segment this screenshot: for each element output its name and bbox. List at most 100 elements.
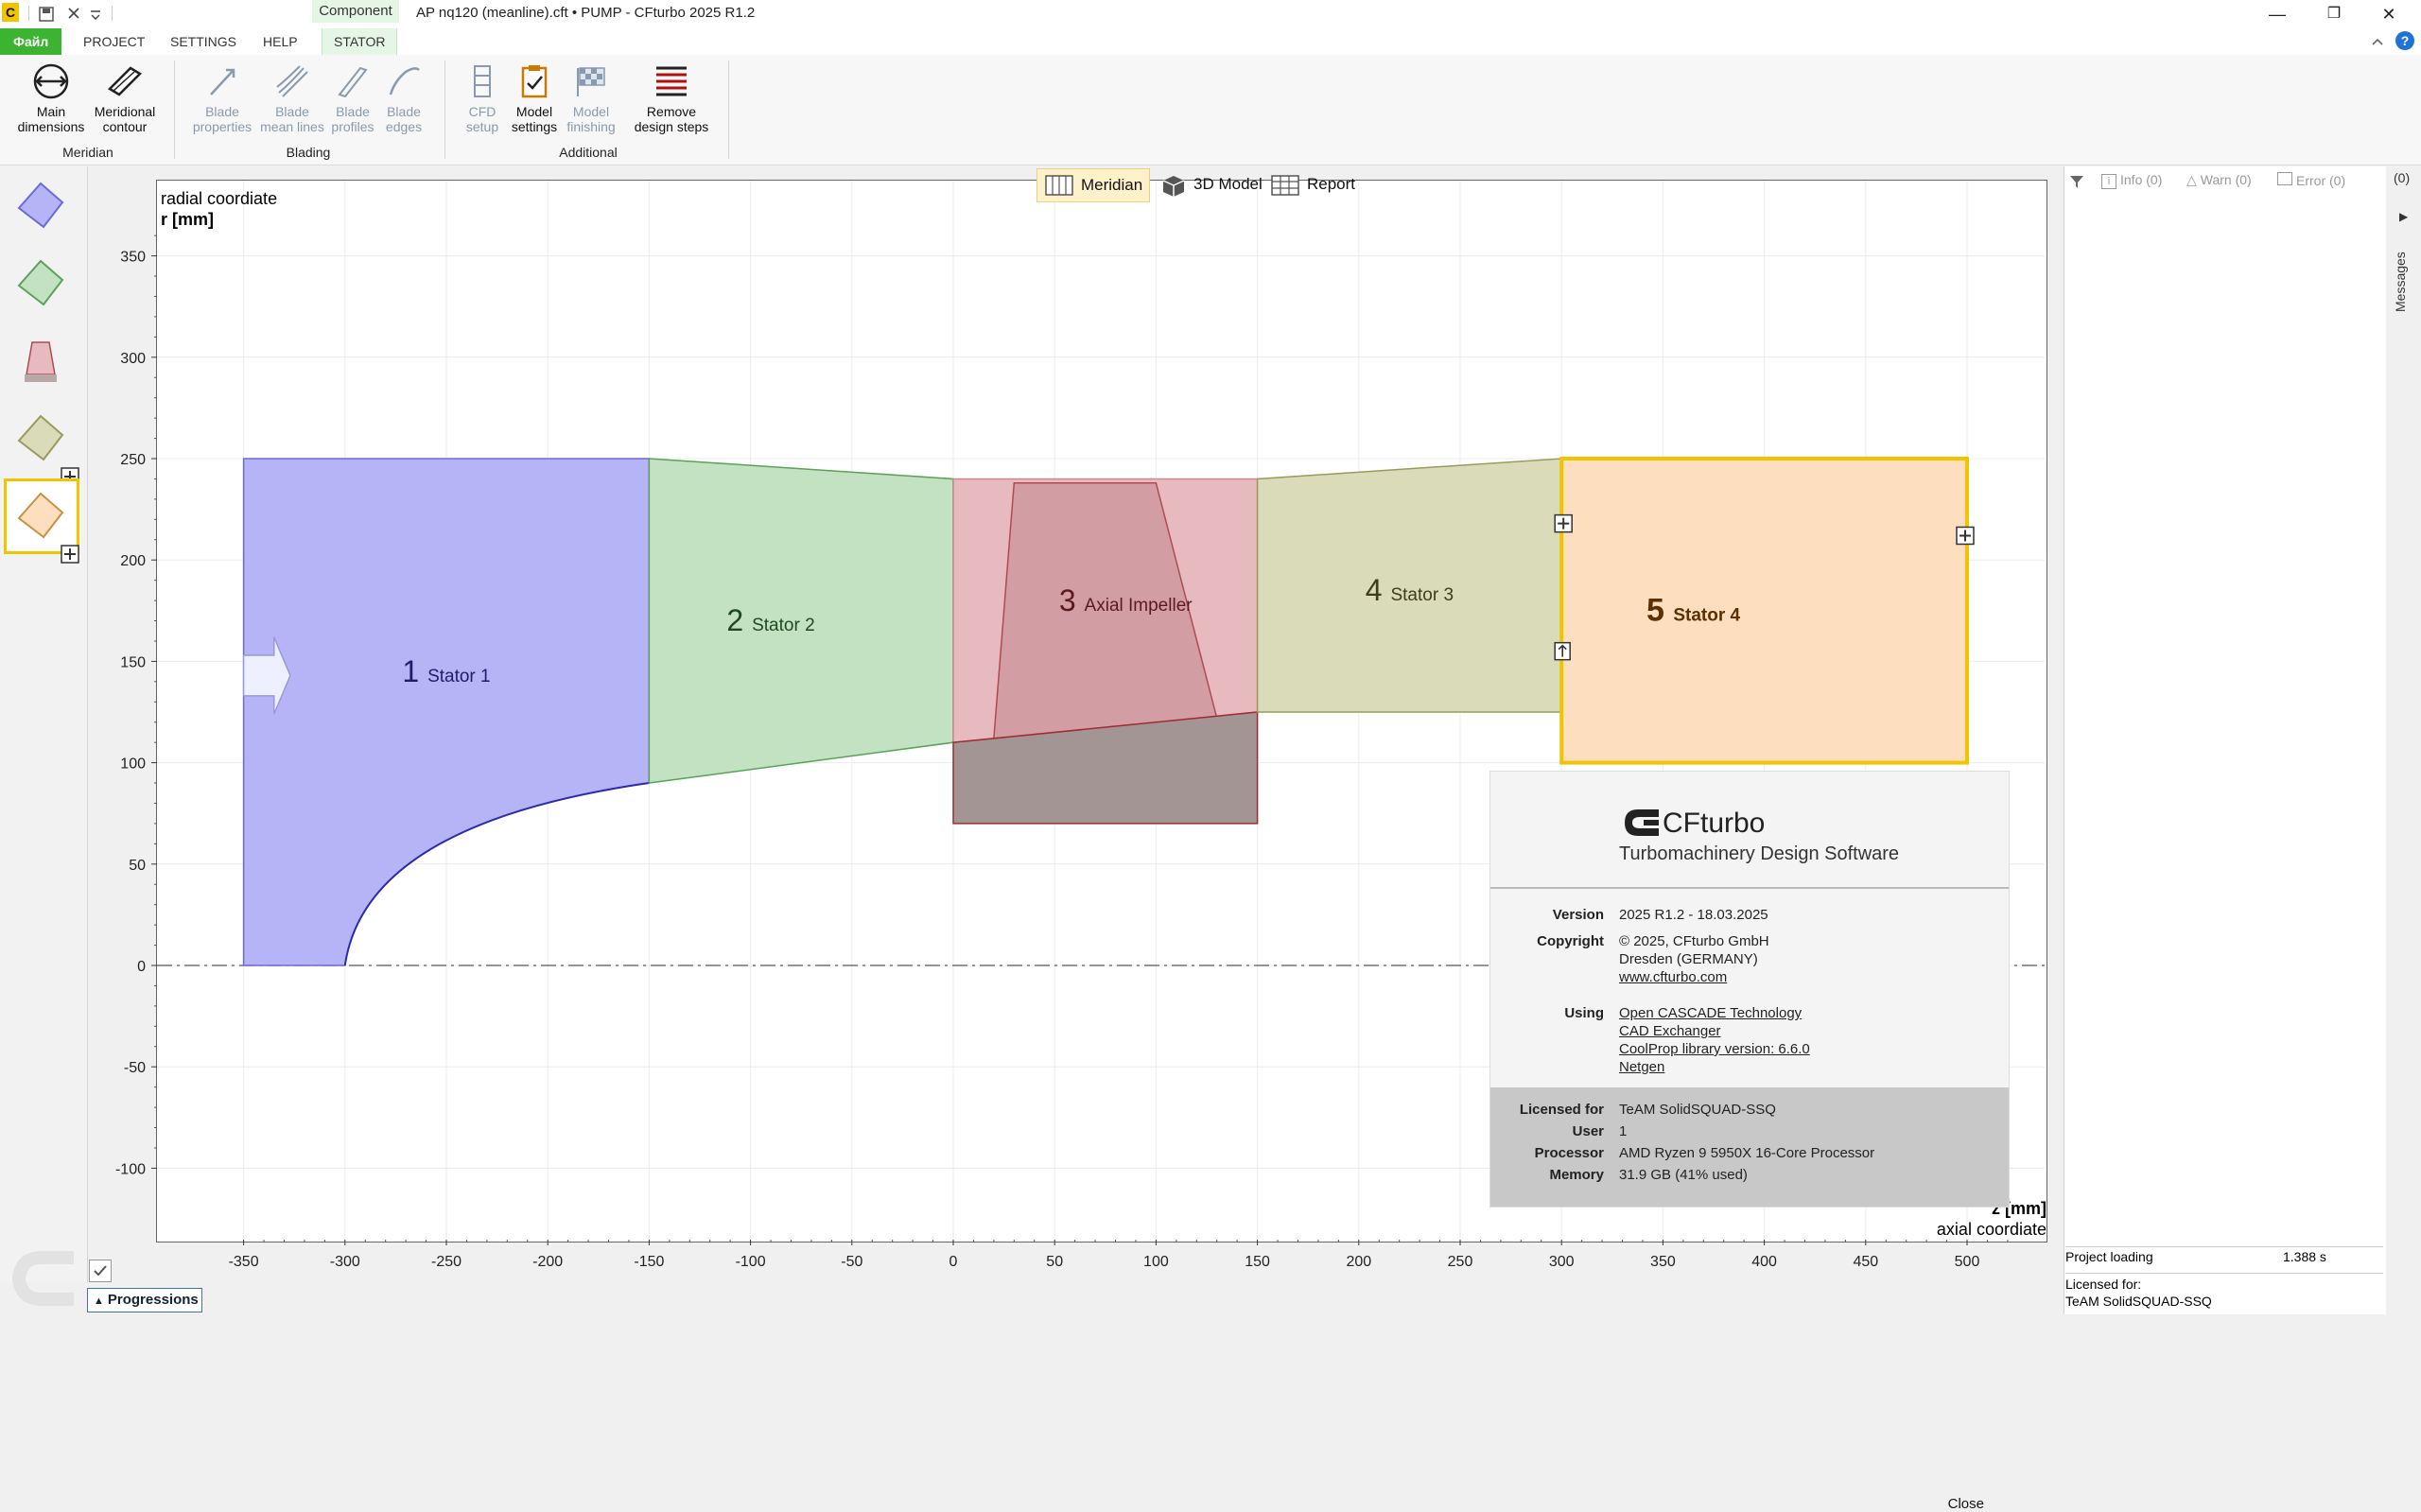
info-count: Info (0): [2120, 172, 2163, 187]
netgen-link[interactable]: Netgen: [1619, 1059, 1665, 1075]
x-tick-label: -200: [532, 1254, 563, 1270]
model-finishing-button[interactable]: Model finishing: [562, 62, 620, 134]
filter-icon[interactable]: [2069, 174, 2084, 189]
app-logo-icon[interactable]: C: [2, 3, 19, 22]
status-value: 1.388 s: [2283, 1249, 2326, 1264]
cfd-setup-button[interactable]: CFD setup: [456, 62, 509, 134]
stator4-component-icon[interactable]: [11, 486, 70, 545]
dropdown-icon[interactable]: [89, 8, 102, 21]
license-value: TeAM SolidSQUAD-SSQ: [2065, 1294, 2212, 1309]
component-label-5: 5 Stator 4: [1646, 593, 1741, 629]
opencascade-link[interactable]: Open CASCADE Technology: [1619, 1005, 1803, 1021]
impeller-hub-body: [952, 711, 1259, 825]
component-name: Stator 2: [752, 616, 815, 635]
stator2-component-icon[interactable]: [11, 253, 70, 312]
tab-stator[interactable]: STATOR: [322, 28, 398, 55]
group-separator: [444, 61, 445, 159]
y-tick-label: 50: [129, 858, 146, 874]
x-tick-label: 500: [1955, 1254, 1980, 1270]
context-group-label: Component: [312, 0, 399, 23]
x-tick-label: -350: [229, 1254, 259, 1270]
label-line: finishing: [566, 119, 616, 134]
blade-profiles-button[interactable]: Blade profiles: [325, 62, 380, 134]
warning-icon: △: [2186, 172, 2197, 187]
cfturbo-logo-text: CFturbo: [1663, 808, 1766, 839]
blade-profiles-icon: [338, 66, 368, 98]
collapse-ribbon-icon[interactable]: [2370, 34, 2385, 49]
license-footer: Licensed for: TeAM SolidSQUAD-SSQ: [2065, 1273, 2383, 1310]
website-link[interactable]: www.cfturbo.com: [1619, 969, 1728, 985]
messages-side-label[interactable]: Messages: [2393, 252, 2408, 312]
help-icon[interactable]: ?: [2395, 30, 2415, 51]
tab-report[interactable]: Report: [1263, 168, 1388, 200]
error-count: Error (0): [2296, 173, 2346, 188]
x-tick-label: -100: [736, 1254, 766, 1270]
component-name: Stator 4: [1673, 606, 1740, 626]
x-tick-label: 150: [1245, 1254, 1270, 1270]
tab-help[interactable]: HELP: [263, 34, 298, 49]
label-line: properties: [192, 119, 253, 134]
y-tick-label: -50: [124, 1060, 146, 1076]
label-line: Remove: [646, 104, 697, 119]
main-dimensions-button[interactable]: Main dimensions: [13, 62, 89, 134]
meridian-chart: 1 Stator 1 2 Stator 2 3 Axial Impeller 4 St…: [115, 181, 2047, 1270]
licensed-for-value: TeAM SolidSQUAD-SSQ: [1619, 1102, 1776, 1118]
y-tick-label: 250: [120, 452, 146, 468]
x-axis-label: axial coordiate: [1937, 1220, 2047, 1239]
coolprop-link[interactable]: CoolProp library version: 6.6.0: [1619, 1041, 1810, 1057]
stator3-component-icon[interactable]: [11, 408, 70, 467]
cfd-setup-icon: [474, 65, 491, 97]
label-line: CFD: [468, 104, 496, 119]
status-label: Project loading: [2065, 1249, 2153, 1264]
y-tick-label: 0: [137, 959, 146, 975]
processor-label: Processor: [1534, 1145, 1604, 1161]
remove-design-steps-button[interactable]: Remove design steps: [624, 62, 719, 134]
insert-handle-glyph: [1558, 644, 1567, 657]
status-check-icon[interactable]: [89, 1260, 112, 1282]
tab-settings[interactable]: SETTINGS: [170, 34, 237, 49]
messages-panel: [2064, 166, 2386, 1314]
cad-exchanger-link[interactable]: CAD Exchanger: [1619, 1023, 1721, 1039]
x-tick-label: 100: [1143, 1254, 1169, 1270]
license-label: Licensed for:: [2065, 1277, 2142, 1292]
cube-icon: [1162, 176, 1185, 197]
tab-meridian[interactable]: Meridian: [1036, 168, 1150, 202]
tab-file[interactable]: Файл: [0, 28, 62, 55]
label-line: Blade: [387, 104, 421, 119]
impeller-component-icon[interactable]: [11, 331, 70, 390]
minimize-icon[interactable]: —: [2269, 5, 2286, 24]
x-tick-label: -250: [431, 1254, 462, 1270]
blade-mean-lines-button[interactable]: Blade mean lines: [255, 62, 329, 134]
component-number: 1: [402, 654, 427, 688]
label-line: contour: [102, 119, 148, 134]
info-filter-button[interactable]: i Info (0): [2101, 172, 2162, 189]
x-tick-label: -50: [841, 1254, 862, 1270]
x-tick-label: 200: [1346, 1254, 1371, 1270]
meridian-view-icon: [1045, 175, 1073, 196]
group-label-blading: Blading: [286, 145, 331, 160]
blade-edges-button[interactable]: Blade edges: [376, 62, 431, 134]
x-tick-label: 350: [1650, 1254, 1676, 1270]
stator1-component-icon[interactable]: [11, 176, 70, 235]
separator: [28, 6, 29, 21]
add-component-icon[interactable]: [61, 545, 79, 564]
save-icon[interactable]: [38, 6, 55, 23]
close-icon[interactable]: ✕: [2381, 5, 2396, 24]
warn-filter-button[interactable]: △ Warn (0): [2186, 172, 2252, 188]
progressions-button[interactable]: ▲ Progressions: [87, 1288, 202, 1312]
blade-properties-button[interactable]: Blade properties: [185, 62, 259, 134]
restore-icon[interactable]: ❐: [2326, 6, 2342, 22]
error-icon: [2277, 172, 2292, 185]
tab-project[interactable]: PROJECT: [83, 34, 146, 49]
cfturbo-watermark-logo: [11, 1251, 74, 1306]
component-name: Stator 3: [1390, 585, 1454, 605]
main-dimensions-icon: [33, 63, 69, 99]
error-filter-button[interactable]: Error (0): [2277, 172, 2345, 188]
meridional-contour-button[interactable]: Meridional contour: [87, 62, 163, 134]
triangle-up-icon: ▲: [94, 1295, 104, 1307]
model-settings-button[interactable]: Model settings: [507, 62, 562, 134]
close-button[interactable]: Close: [1947, 1496, 1984, 1512]
expand-arrow-icon[interactable]: ▶: [2399, 210, 2409, 223]
tab-3d-model[interactable]: 3D Model: [1150, 168, 1294, 200]
close-x-icon[interactable]: [66, 6, 81, 21]
